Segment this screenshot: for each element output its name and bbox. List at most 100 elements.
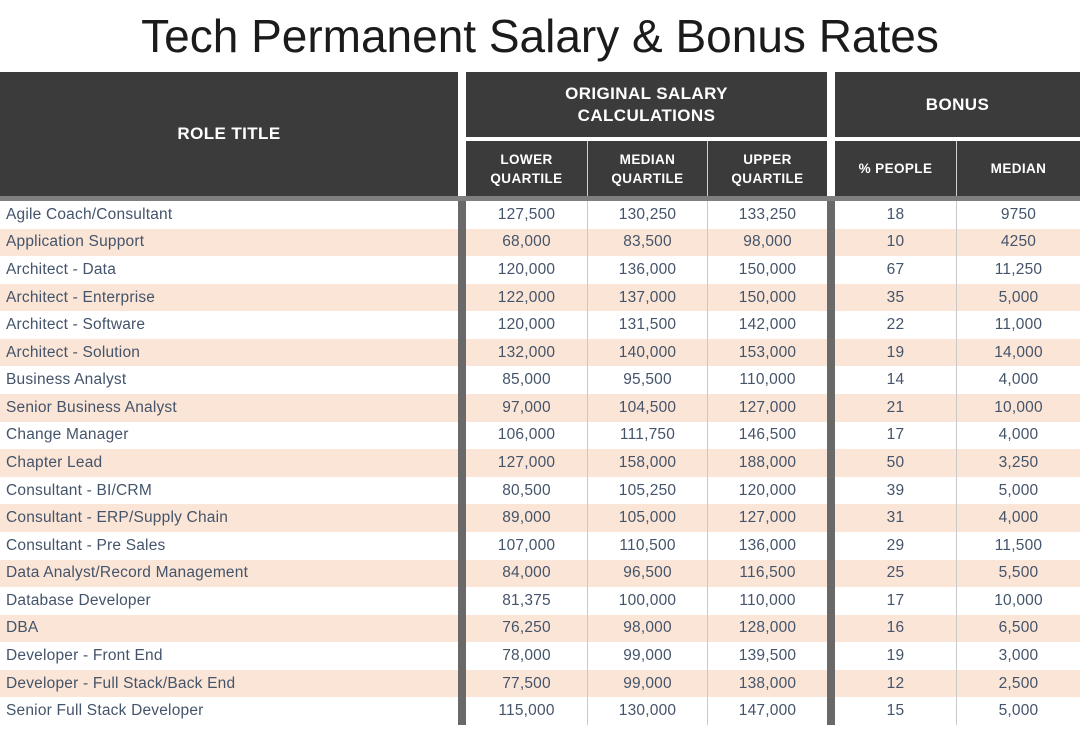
lower-quartile-cell: 78,000 [466,642,588,670]
column-separator-bar [827,559,835,588]
role-cell: Architect - Software [0,311,458,339]
column-separator-bar [827,228,835,257]
header-salary-group-label: ORIGINAL SALARY CALCULATIONS [565,83,728,125]
column-separator-bar [827,531,835,560]
percent-people-cell: 19 [835,642,957,670]
percent-people-cell: 39 [835,476,957,505]
column-separator-bar [458,614,466,643]
lower-quartile-cell: 106,000 [466,421,588,450]
bonus-median-cell: 4,000 [957,366,1080,395]
table-row: Application Support 68,000 83,500 98,000… [0,228,1080,257]
header-underline [0,196,1080,201]
header-bonus-median: MEDIAN [957,141,1080,196]
upper-quartile-cell: 150,000 [708,256,827,284]
bonus-median-cell: 14,000 [957,338,1080,367]
bonus-median-cell: 2,500 [957,669,1080,698]
column-separator-bar [458,587,466,615]
bonus-median-cell: 9750 [957,201,1080,229]
header-role-title: ROLE TITLE [0,72,458,196]
header-median-quartile-label: MEDIAN QUARTILE [611,151,684,186]
percent-people-cell: 17 [835,421,957,450]
title-bar: Tech Permanent Salary & Bonus Rates [0,0,1080,72]
column-separator-bar [827,338,835,367]
role-cell: Architect - Data [0,256,458,284]
table-body: Agile Coach/Consultant 127,500 130,250 1… [0,201,1080,725]
bonus-median-cell: 4,000 [957,421,1080,450]
lower-quartile-cell: 80,500 [466,476,588,505]
column-separator-bar [458,366,466,395]
median-quartile-cell: 100,000 [588,587,708,615]
header-median-quartile: MEDIAN QUARTILE [588,141,708,196]
column-separator-bar [458,669,466,698]
table-row: Consultant - ERP/Supply Chain 89,000 105… [0,504,1080,532]
median-quartile-cell: 136,000 [588,256,708,284]
column-separator-bar [827,697,835,725]
upper-quartile-cell: 127,000 [708,504,827,532]
bonus-median-cell: 11,250 [957,256,1080,284]
column-separator-bar [827,642,835,670]
column-separator-bar [458,531,466,560]
bonus-median-cell: 6,500 [957,614,1080,643]
role-cell: Architect - Solution [0,338,458,367]
role-cell: Application Support [0,228,458,257]
upper-quartile-cell: 146,500 [708,421,827,450]
upper-quartile-cell: 110,000 [708,366,827,395]
median-quartile-cell: 137,000 [588,283,708,312]
percent-people-cell: 18 [835,201,957,229]
role-cell: Consultant - Pre Sales [0,531,458,560]
table-row: Consultant - BI/CRM 80,500 105,250 120,0… [0,476,1080,505]
role-cell: Consultant - BI/CRM [0,476,458,505]
percent-people-cell: 22 [835,311,957,339]
role-cell: Business Analyst [0,366,458,395]
role-cell: DBA [0,614,458,643]
upper-quartile-cell: 136,000 [708,531,827,560]
role-cell: Data Analyst/Record Management [0,559,458,588]
bonus-median-cell: 4,000 [957,504,1080,532]
column-separator-bar [458,697,466,725]
upper-quartile-cell: 153,000 [708,338,827,367]
median-quartile-cell: 96,500 [588,559,708,588]
table-row: Data Analyst/Record Management 84,000 96… [0,559,1080,588]
role-cell: Architect - Enterprise [0,283,458,312]
percent-people-cell: 10 [835,228,957,257]
median-quartile-cell: 131,500 [588,311,708,339]
lower-quartile-cell: 81,375 [466,587,588,615]
table-row: Database Developer 81,375 100,000 110,00… [0,587,1080,615]
header-lower-quartile: LOWER QUARTILE [466,141,588,196]
role-cell: Database Developer [0,587,458,615]
lower-quartile-cell: 97,000 [466,394,588,422]
header-upper-quartile: UPPER QUARTILE [708,141,827,196]
bonus-median-cell: 10,000 [957,587,1080,615]
column-separator-bar [458,642,466,670]
table-row: Architect - Software 120,000 131,500 142… [0,311,1080,339]
lower-quartile-cell: 76,250 [466,614,588,643]
column-separator-bar [827,283,835,312]
bonus-median-cell: 5,000 [957,283,1080,312]
lower-quartile-cell: 120,000 [466,256,588,284]
column-separator-bar [458,421,466,450]
percent-people-cell: 16 [835,614,957,643]
lower-quartile-cell: 89,000 [466,504,588,532]
upper-quartile-cell: 150,000 [708,283,827,312]
role-cell: Chapter Lead [0,449,458,477]
lower-quartile-cell: 132,000 [466,338,588,367]
table-row: Senior Full Stack Developer 115,000 130,… [0,697,1080,725]
upper-quartile-cell: 147,000 [708,697,827,725]
role-cell: Senior Business Analyst [0,394,458,422]
percent-people-cell: 29 [835,531,957,560]
column-separator-bar [458,559,466,588]
column-separator-bar [458,449,466,477]
bonus-median-cell: 11,500 [957,531,1080,560]
header-upper-quartile-label: UPPER QUARTILE [731,151,804,186]
lower-quartile-cell: 120,000 [466,311,588,339]
percent-people-cell: 15 [835,697,957,725]
role-cell: Agile Coach/Consultant [0,201,458,229]
upper-quartile-cell: 98,000 [708,228,827,257]
upper-quartile-cell: 188,000 [708,449,827,477]
upper-quartile-cell: 133,250 [708,201,827,229]
column-separator-bar [458,201,466,229]
page-title: Tech Permanent Salary & Bonus Rates [141,10,939,62]
percent-people-cell: 25 [835,559,957,588]
lower-quartile-cell: 127,000 [466,449,588,477]
